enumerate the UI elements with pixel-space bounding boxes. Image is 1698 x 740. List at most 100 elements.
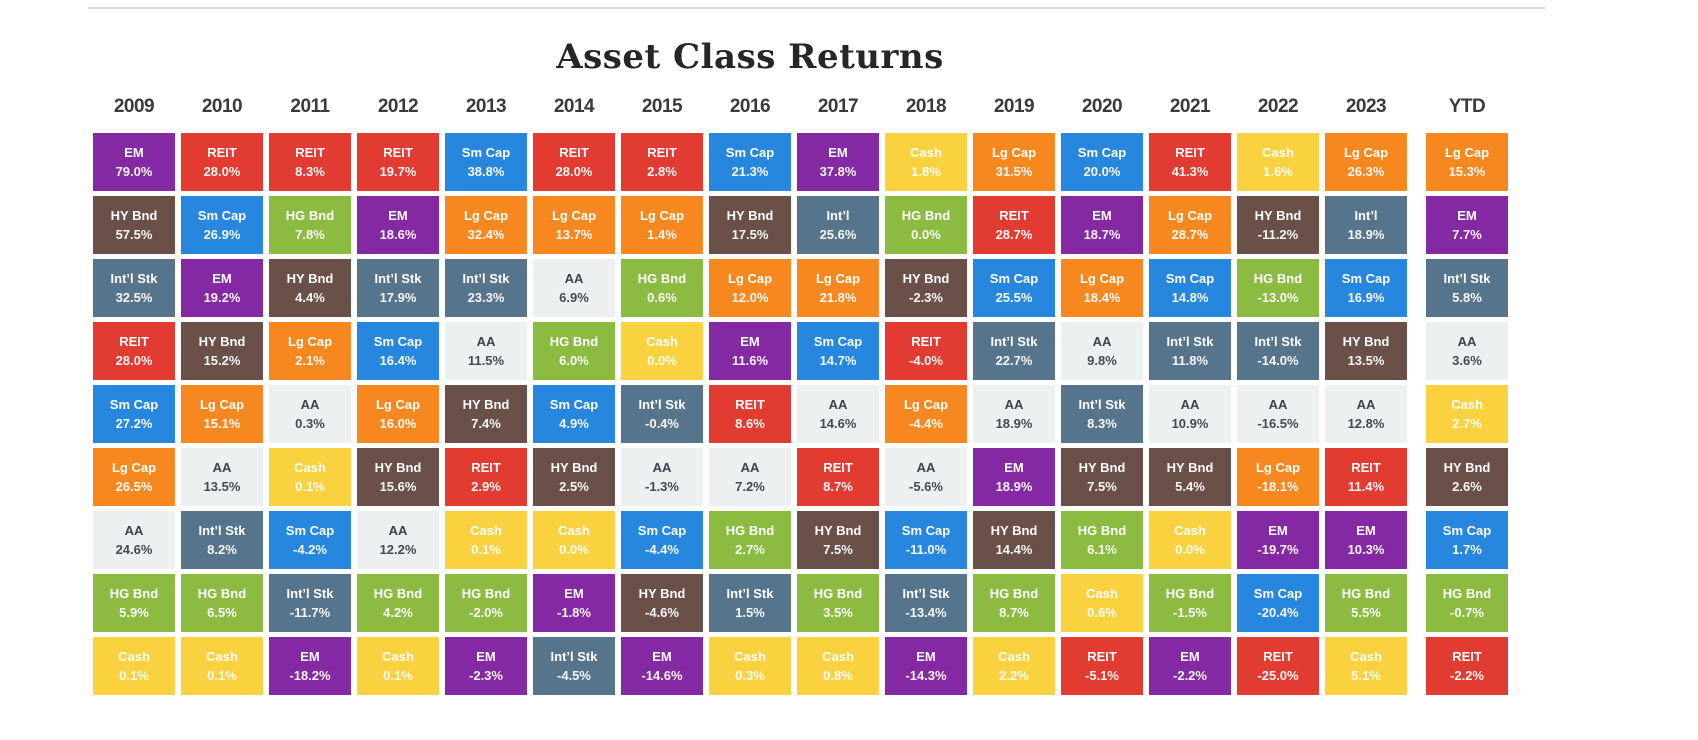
asset-class-label: REIT: [383, 145, 413, 160]
asset-class-label: EM: [1356, 523, 1376, 538]
asset-cell-lg-cap: Lg Cap -18.1%: [1237, 448, 1319, 506]
asset-return-value: 4.4%: [295, 290, 325, 305]
asset-return-value: 18.6%: [379, 227, 417, 242]
asset-class-label: AA: [300, 397, 320, 412]
asset-class-label: Lg Cap: [991, 145, 1037, 160]
asset-return-value: 5.9%: [119, 605, 149, 620]
asset-class-label: Int’l Stk: [1078, 397, 1126, 412]
asset-return-value: 20.0%: [1083, 164, 1121, 179]
asset-class-label: HY Bnd: [726, 208, 774, 223]
asset-return-value: -4.5%: [557, 668, 591, 683]
asset-return-value: 14.6%: [819, 416, 857, 431]
asset-cell-hy-bnd: HY Bnd 14.4%: [973, 511, 1055, 569]
asset-class-label: AA: [476, 334, 496, 349]
asset-return-value: 28.0%: [203, 164, 241, 179]
asset-cell-hg-bnd: HG Bnd 0.6%: [621, 259, 703, 317]
asset-return-value: 5.8%: [1452, 290, 1482, 305]
asset-return-value: 5.4%: [1175, 479, 1205, 494]
asset-return-value: 41.3%: [1171, 164, 1209, 179]
asset-class-label: AA: [740, 460, 760, 475]
column-header-2010: 2010: [201, 96, 243, 117]
asset-return-value: 27.2%: [115, 416, 153, 431]
asset-class-label: EM: [916, 649, 936, 664]
top-divider: [88, 7, 1545, 9]
column-header-2009: 2009: [113, 96, 155, 117]
asset-class-label: EM: [388, 208, 408, 223]
asset-return-value: 7.5%: [1087, 479, 1117, 494]
asset-cell-cash: Cash 0.0%: [533, 511, 615, 569]
asset-cell-hg-bnd: HG Bnd 5.9%: [93, 574, 175, 632]
asset-cell-em: EM -14.3%: [885, 637, 967, 695]
asset-class-label: Lg Cap: [1444, 145, 1490, 160]
asset-class-label: REIT: [999, 208, 1029, 223]
asset-return-value: 8.3%: [295, 164, 325, 179]
asset-cell-sm-cap: Sm Cap 14.8%: [1149, 259, 1231, 317]
asset-class-label: Sm Cap: [373, 334, 423, 349]
asset-class-label: AA: [652, 460, 672, 475]
column-header-2020: 2020: [1081, 96, 1123, 117]
asset-return-value: -11.2%: [1257, 227, 1299, 242]
asset-cell-cash: Cash 2.7%: [1426, 385, 1508, 443]
asset-cell-reit: REIT 8.6%: [709, 385, 791, 443]
asset-class-label: HG Bnd: [1077, 523, 1127, 538]
asset-class-label: Lg Cap: [1343, 145, 1389, 160]
asset-class-label: EM: [1180, 649, 1200, 664]
asset-cell-sm-cap: Sm Cap 27.2%: [93, 385, 175, 443]
asset-class-label: HG Bnd: [1341, 586, 1391, 601]
asset-return-value: 11.4%: [1347, 479, 1385, 494]
asset-cell-cash: Cash 0.0%: [1149, 511, 1231, 569]
asset-class-label: HG Bnd: [725, 523, 775, 538]
asset-return-value: 16.9%: [1347, 290, 1385, 305]
column-header-2013: 2013: [465, 96, 507, 117]
asset-class-label: AA: [1180, 397, 1200, 412]
year-column-2023: 2023 Lg Cap 26.3% Int’l 18.9% Sm Cap 16.9% HY B…: [1325, 86, 1407, 700]
asset-cell-aa: AA -1.3%: [621, 448, 703, 506]
asset-return-value: -13.4%: [905, 605, 947, 620]
asset-class-label: EM: [124, 145, 144, 160]
asset-return-value: 7.4%: [471, 416, 501, 431]
asset-return-value: -5.1%: [1085, 668, 1119, 683]
asset-return-value: -2.0%: [469, 605, 503, 620]
asset-class-label: EM: [564, 586, 584, 601]
asset-class-label: REIT: [295, 145, 325, 160]
asset-cell-cash: Cash 0.1%: [269, 448, 351, 506]
year-column-2016: 2016 Sm Cap 21.3% HY Bnd 17.5% Lg Cap 12.0% EM 1…: [709, 86, 791, 700]
asset-cell-int-l-stk: Int’l Stk -4.5%: [533, 637, 615, 695]
asset-return-value: 38.8%: [467, 164, 505, 179]
asset-class-label: AA: [1457, 334, 1477, 349]
asset-cell-hy-bnd: HY Bnd -4.6%: [621, 574, 703, 632]
asset-return-value: 2.5%: [559, 479, 589, 494]
year-column-ytd: YTD Lg Cap 15.3% EM 7.7% Int’l Stk 5.8% AA 3.6% C…: [1426, 86, 1508, 700]
asset-cell-em: EM -18.2%: [269, 637, 351, 695]
asset-class-label: Lg Cap: [815, 271, 861, 286]
asset-class-label: EM: [1268, 523, 1288, 538]
asset-return-value: 21.3%: [731, 164, 769, 179]
asset-cell-reit: REIT -4.0%: [885, 322, 967, 380]
asset-cell-aa: AA 12.8%: [1325, 385, 1407, 443]
asset-return-value: 28.7%: [1171, 227, 1209, 242]
asset-cell-reit: REIT -2.2%: [1426, 637, 1508, 695]
asset-class-label: Cash: [734, 649, 766, 664]
asset-return-value: 1.7%: [1452, 542, 1482, 557]
asset-cell-sm-cap: Sm Cap 16.9%: [1325, 259, 1407, 317]
asset-cell-reit: REIT 8.7%: [797, 448, 879, 506]
asset-cell-em: EM -14.6%: [621, 637, 703, 695]
asset-class-label: Cash: [382, 649, 414, 664]
asset-cell-lg-cap: Lg Cap 15.3%: [1426, 133, 1508, 191]
year-column-2019: 2019 Lg Cap 31.5% REIT 28.7% Sm Cap 25.5% Int’l…: [973, 86, 1055, 700]
asset-cell-aa: AA 14.6%: [797, 385, 879, 443]
asset-class-label: Lg Cap: [1079, 271, 1125, 286]
asset-cell-em: EM 10.3%: [1325, 511, 1407, 569]
asset-class-label: Int’l Stk: [902, 586, 950, 601]
asset-return-value: 16.4%: [379, 353, 417, 368]
asset-class-label: Int’l: [1354, 208, 1378, 223]
asset-return-value: 17.5%: [731, 227, 769, 242]
asset-return-value: 14.8%: [1171, 290, 1209, 305]
asset-return-value: 13.7%: [555, 227, 593, 242]
asset-cell-aa: AA 13.5%: [181, 448, 263, 506]
asset-cell-int-l-stk: Int’l Stk 11.8%: [1149, 322, 1231, 380]
asset-class-label: EM: [300, 649, 320, 664]
asset-return-value: 0.8%: [823, 668, 853, 683]
asset-class-label: REIT: [647, 145, 677, 160]
asset-cell-sm-cap: Sm Cap 20.0%: [1061, 133, 1143, 191]
